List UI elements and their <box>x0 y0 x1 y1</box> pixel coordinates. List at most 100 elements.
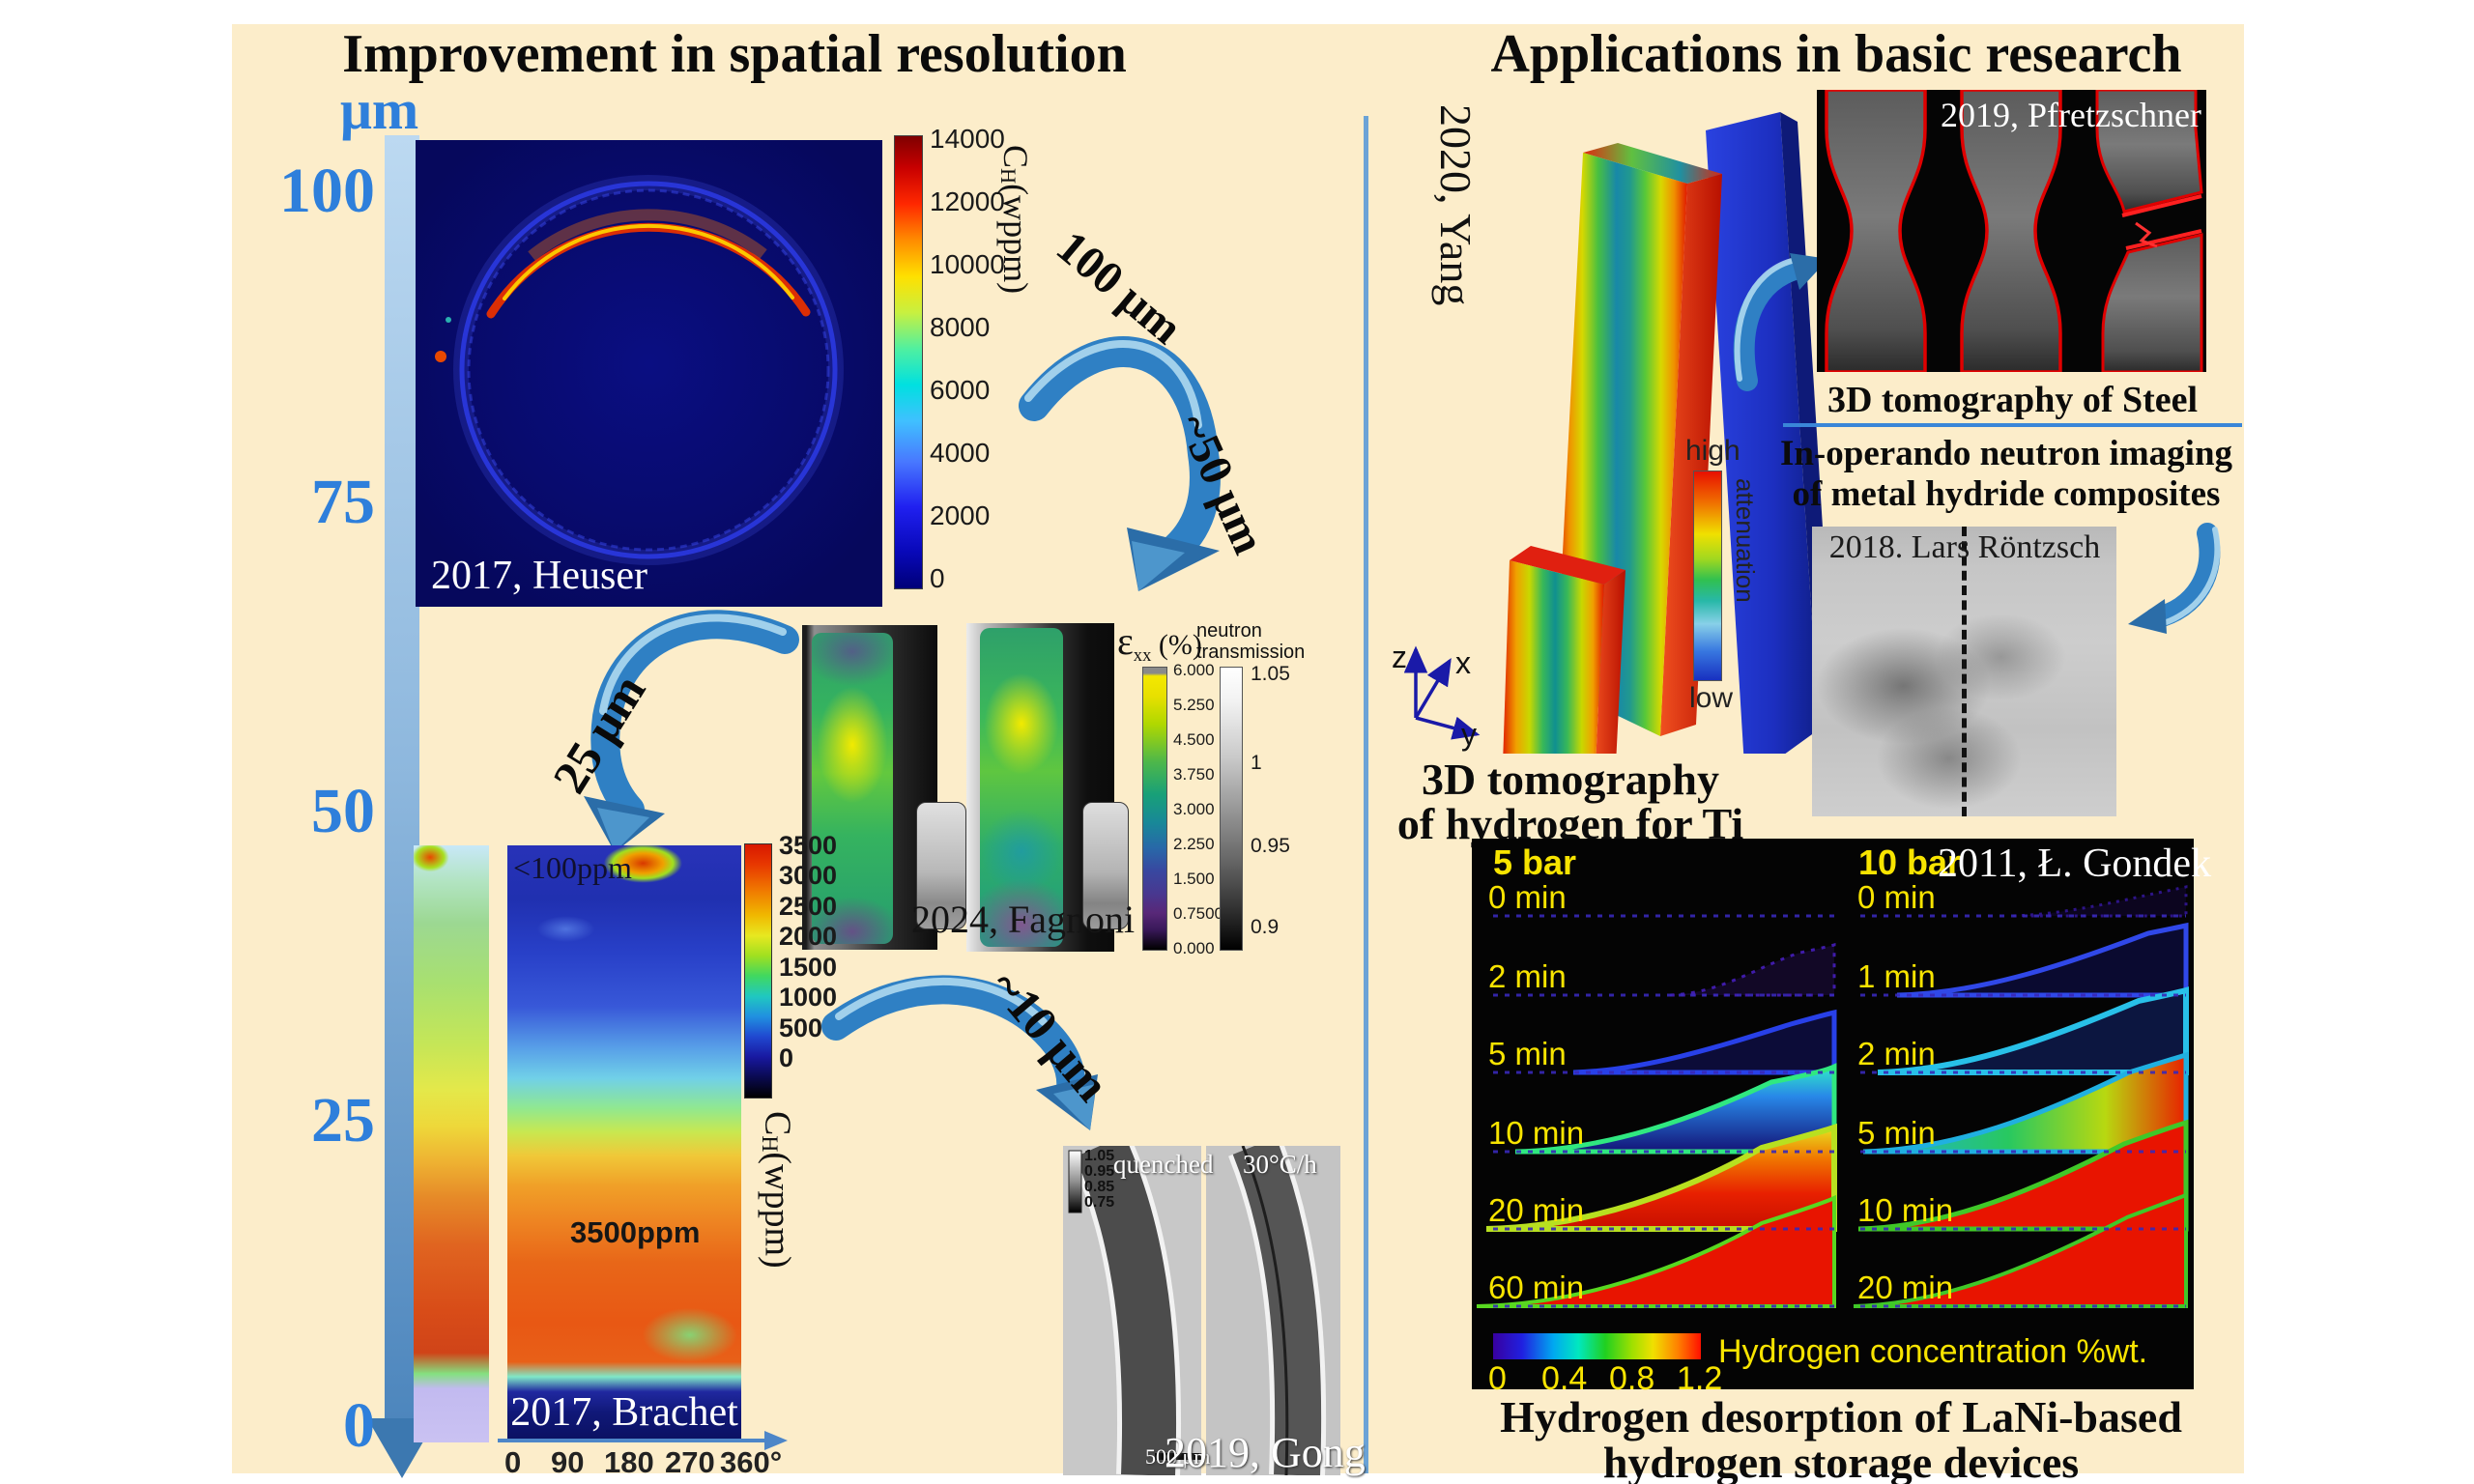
strain-cb-tick: 3.000 <box>1173 800 1215 818</box>
gondek-pressure-left: 5 bar <box>1493 842 1577 882</box>
transmission-cb-tick: 0.9 <box>1251 916 1280 938</box>
strain-cb-tick: 3.750 <box>1173 765 1215 784</box>
gondek-cb-tick-0: 0 <box>1488 1360 1507 1397</box>
transmission-colorbar <box>1220 667 1243 951</box>
heuser-cb-label-c: C <box>996 145 1036 169</box>
heuser-colorbar <box>894 135 923 589</box>
strain-cb-title-sym: ε <box>1117 619 1134 663</box>
heuser-neutron-image <box>416 140 882 607</box>
heuser-cb-tick: 4000 <box>930 438 991 468</box>
gondek-pressure-right: 10 bar <box>1858 842 1962 882</box>
gondek-time-left-4: 20 min <box>1488 1192 1585 1228</box>
brachet-cb-tick: 500 <box>779 1013 823 1042</box>
gong-cb-tick: 1.05 <box>1084 1148 1115 1164</box>
heuser-cb-tick: 6000 <box>930 375 991 405</box>
transmission-cb-tick: 0.95 <box>1251 835 1290 857</box>
heuser-cb-tick: 0 <box>930 563 945 593</box>
strain-cb-tick: 5.250 <box>1173 696 1215 714</box>
axis-tick-0: 0 <box>343 1390 375 1461</box>
transmission-cb-title-line2: transmission <box>1196 642 1306 663</box>
steel-tomography-image <box>1817 90 2206 372</box>
gong-cb-tick: 0.95 <box>1084 1163 1115 1180</box>
pfretzschner-credit: 2019, Pfretzschner <box>1941 96 2201 134</box>
gong-neutron-image <box>1063 1146 1340 1475</box>
heuser-cb-label: CH(wppm) <box>995 145 1036 435</box>
rontzsch-dashed-line <box>1962 527 1967 816</box>
axis-z-label: z <box>1392 640 1407 674</box>
heuser-cb-tick: 10000 <box>930 249 1005 279</box>
brachet-x-tick: 0 <box>504 1445 522 1479</box>
brachet-credit: 2017, Brachet <box>510 1390 738 1435</box>
yang-credit: 2020, Yang <box>1431 104 1481 306</box>
strain-cb-tick: 0.7500 <box>1173 904 1223 923</box>
gondek-cb-tick-1: 0.4 <box>1541 1360 1588 1397</box>
section-divider-line <box>1783 423 2242 427</box>
steel-caption: 3D tomography of Steel <box>1827 380 2199 420</box>
attenuation-high-label: high <box>1685 435 1740 467</box>
gong-credit: 2019, Gong <box>1165 1429 1366 1476</box>
panel-divider-line <box>1364 116 1368 1473</box>
gondek-time-left-1: 2 min <box>1488 958 1567 994</box>
gong-cb-tick: 0.75 <box>1084 1194 1115 1211</box>
fagnoni-inset-left <box>916 802 966 929</box>
gondek-caption-line1: Hydrogen desorption of LaNi-based <box>1500 1392 2182 1441</box>
strain-cb-tick: 0.000 <box>1173 939 1215 957</box>
brachet-top-label: <100ppm <box>513 850 632 885</box>
gondek-colorbar <box>1493 1333 1701 1359</box>
brachet-cb-label: CH(wppm) <box>756 1111 799 1401</box>
gondek-cb-tick-3: 1.2 <box>1677 1360 1723 1397</box>
brachet-cb-label-rest: (wppm) <box>757 1152 798 1269</box>
yang-caption-line1: 3D tomography <box>1422 755 1719 804</box>
heuser-cb-tick: 14000 <box>930 124 1005 154</box>
gong-scalebar-label: 500 μm <box>1145 1444 1211 1469</box>
brachet-x-axis-arrow <box>498 1431 788 1450</box>
gondek-time-right-0: 0 min <box>1857 879 1936 915</box>
strain-cb-tick: 1.500 <box>1173 870 1215 888</box>
gondek-desorption-blobs <box>1476 885 2189 1308</box>
transmission-cb-tick: 1.05 <box>1251 663 1290 685</box>
transmission-cb-title-line1: neutron <box>1196 620 1262 642</box>
heuser-cb-label-rest: (wppm) <box>996 184 1036 295</box>
brachet-x-tick: 180 <box>604 1445 654 1479</box>
arrow-25um <box>584 610 799 852</box>
fagnoni-specimen-left <box>812 633 893 944</box>
brachet-x-tick: 360° <box>720 1445 783 1479</box>
transmission-cb-tick: 1 <box>1251 752 1262 774</box>
axis-tick-75: 75 <box>311 467 375 537</box>
heuser-credit: 2017, Heuser <box>431 554 647 598</box>
attenuation-low-label: low <box>1689 682 1734 714</box>
arrow-10um <box>821 975 1098 1130</box>
inoperando-heading-line1: In-operando neutron imaging <box>1779 434 2233 473</box>
brachet-cb-tick: 1500 <box>779 953 838 982</box>
attenuation-colorbar <box>1693 471 1722 681</box>
strain-cb-title-rest: (%) <box>1151 629 1202 661</box>
fagnoni-credit: 2024, Fagnoni <box>911 898 1136 941</box>
strain-cb-tick: 2.250 <box>1173 835 1215 853</box>
heuser-cb-label-sub: H <box>996 168 1021 185</box>
gondek-time-right-3: 5 min <box>1857 1115 1936 1151</box>
axis-y-label: y <box>1461 717 1477 752</box>
axis-tick-100: 100 <box>279 156 375 226</box>
brachet-colorbar <box>744 843 772 1099</box>
brachet-cb-label-c: C <box>757 1111 798 1136</box>
left-panel-title: Improvement in spatial resolution <box>342 24 1127 84</box>
gondek-cb-tick-2: 0.8 <box>1609 1360 1655 1397</box>
heuser-cb-tick: 2000 <box>930 500 991 530</box>
axis-unit-label: μm <box>340 78 419 141</box>
gondek-time-left-3: 10 min <box>1488 1115 1585 1151</box>
gong-quenched-label: quenched <box>1113 1150 1214 1179</box>
gong-cooling-label: 30°C/h <box>1243 1150 1317 1179</box>
brachet-bottom-label: 3500ppm <box>570 1215 701 1249</box>
inoperando-heading-line2: of metal hydride composites <box>1792 474 2221 514</box>
gondek-time-right-4: 10 min <box>1857 1192 1954 1228</box>
brachet-x-tick: 90 <box>551 1445 585 1479</box>
axis-tick-25: 25 <box>311 1085 375 1156</box>
strain-cb-title: εxx (%) <box>1117 618 1202 667</box>
brachet-cb-tick: 3500 <box>779 831 838 860</box>
brachet-cb-tick: 2000 <box>779 922 838 951</box>
heuser-cb-tick: 12000 <box>930 186 1005 216</box>
strain-colorbar <box>1142 667 1167 951</box>
brachet-cb-label-sub: H <box>757 1135 782 1153</box>
coordinate-axes <box>1403 645 1481 740</box>
gondek-cb-label: Hydrogen concentration %wt. <box>1718 1333 2148 1370</box>
